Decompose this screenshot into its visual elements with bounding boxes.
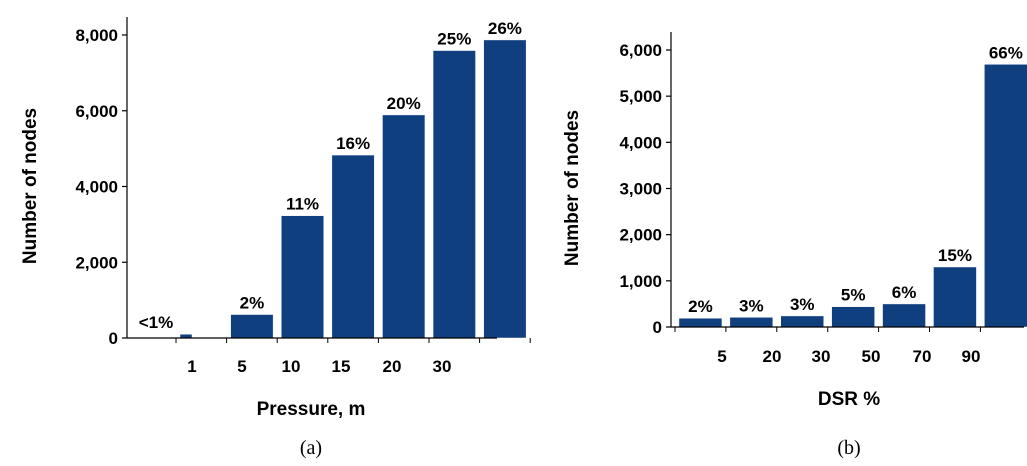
- x-tick-label: 30: [433, 357, 452, 376]
- chart-dsr: 2% 3% 3% 5% 6% 15% 66% 0 1,000 2,000 3,000 4,000 5,0…: [562, 32, 1027, 459]
- data-label: 5%: [841, 286, 866, 305]
- bar: [831, 306, 875, 328]
- y-tick-label: 6,000: [619, 41, 662, 60]
- bar: [281, 215, 324, 339]
- data-label: 2%: [688, 297, 713, 316]
- data-label: 11%: [286, 195, 319, 214]
- x-tick-label: 5: [237, 357, 246, 376]
- bar: [678, 317, 723, 328]
- data-label: 20%: [387, 94, 421, 113]
- figure-caption: (a): [300, 437, 322, 459]
- data-label: <1%: [139, 313, 174, 332]
- x-tick-label: 20: [763, 347, 782, 366]
- x-tick-label: 1: [187, 357, 196, 376]
- x-tick-label: 10: [282, 357, 301, 376]
- data-label: 3%: [790, 295, 815, 314]
- x-tick-label: 20: [383, 357, 402, 376]
- x-axis-title: Pressure, m: [257, 399, 366, 420]
- data-label: 16%: [336, 134, 370, 153]
- data-label: 15%: [938, 246, 972, 265]
- y-tick-label: 0: [109, 329, 118, 348]
- bar: [230, 314, 274, 339]
- bar: [984, 64, 1027, 328]
- y-axis-title: Number of nodes: [562, 110, 583, 266]
- y-tick-label: 2,000: [75, 253, 118, 272]
- bar: [882, 303, 926, 328]
- data-label: 6%: [892, 283, 917, 302]
- x-tick-label: 5: [717, 347, 726, 366]
- x-axis-title: DSR %: [818, 389, 880, 410]
- bar: [780, 315, 824, 328]
- bar: [933, 266, 977, 328]
- bar: [483, 39, 527, 339]
- y-tick-label: 3,000: [619, 180, 662, 199]
- data-label: 25%: [437, 30, 471, 49]
- data-label: 3%: [739, 296, 764, 315]
- data-label: 66%: [989, 43, 1023, 62]
- y-tick-label: 0: [653, 318, 662, 337]
- y-tick-label: 4,000: [75, 178, 118, 197]
- bar: [729, 317, 774, 328]
- y-tick-label: 8,000: [75, 26, 118, 45]
- x-tick-label: 15: [332, 357, 351, 376]
- x-tick-label: 70: [913, 347, 932, 366]
- bar: [432, 50, 476, 339]
- chart-pressure: <1% 2% 11% 16% 20% 25% 26% 0 2,000 4,000 6,000 8,00…: [20, 17, 531, 459]
- y-tick-label: 4,000: [619, 133, 662, 152]
- y-tick-label: 2,000: [619, 226, 662, 245]
- bar: [331, 154, 375, 339]
- x-tick-label: 50: [862, 347, 881, 366]
- data-label: 26%: [488, 19, 522, 38]
- y-tick-label: 1,000: [619, 272, 662, 291]
- y-tick-label: 6,000: [75, 102, 118, 121]
- y-tick-label: 5,000: [619, 87, 662, 106]
- x-tick-label: 30: [812, 347, 831, 366]
- data-label: 2%: [240, 294, 265, 313]
- figure-caption: (b): [837, 437, 860, 459]
- x-tick-label: 90: [962, 347, 981, 366]
- bar: [382, 114, 426, 339]
- y-axis-title: Number of nodes: [20, 108, 41, 264]
